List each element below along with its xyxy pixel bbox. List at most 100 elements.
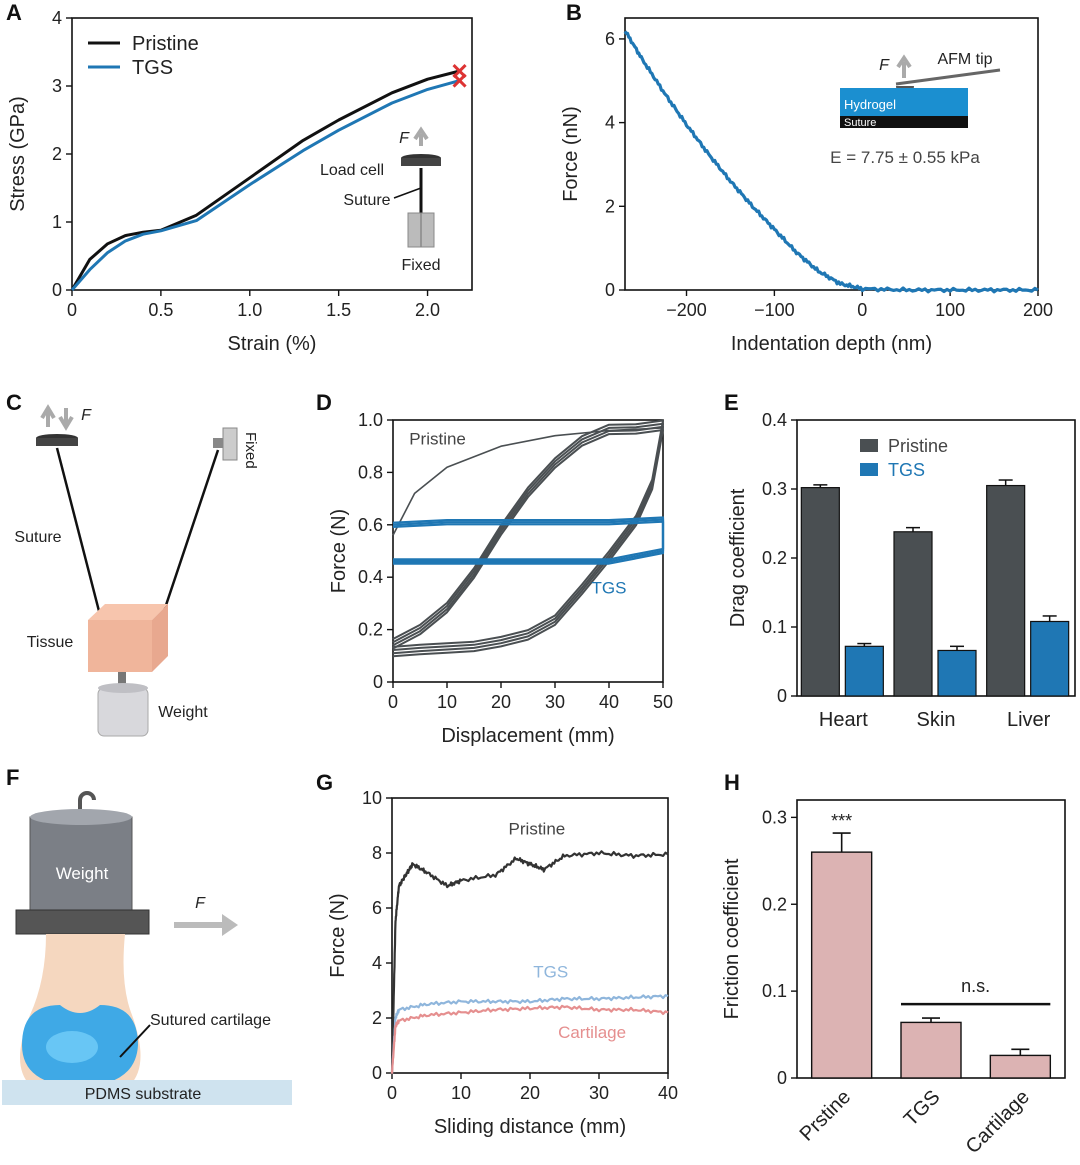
y-tick-label: 8 (372, 843, 382, 863)
panel-h: 0 0.1 0.2 0.3 Friction coefficient Prstine TGS… (721, 799, 1066, 1158)
panel-f: Weight F Sutured cartilage PDMS substrate (2, 791, 292, 1105)
x-tick-label: −200 (666, 300, 707, 320)
x-tick-label: 20 (520, 1083, 540, 1103)
x-tick-label: 20 (491, 692, 511, 712)
bar-pristine (800, 487, 840, 697)
y-tick-label: 2 (372, 1008, 382, 1028)
bar-prstine (810, 851, 873, 1079)
y-tick-label: 0 (777, 686, 787, 706)
weight-hook (118, 672, 126, 688)
panel-b: −200 −100 0 100 200 0 2 4 6 Indentation depth (nm… (560, 17, 1053, 355)
cartilage-highlight (46, 1031, 98, 1063)
up-arrow-icon (413, 126, 429, 146)
suture-layer-label: Suture (844, 117, 876, 129)
bar-tgs (844, 645, 884, 697)
bar-cartilage (989, 1054, 1052, 1079)
y-tick-label: 2 (605, 196, 615, 216)
legend-label-pristine: Pristine (132, 33, 199, 55)
x-tick-label: 0 (857, 300, 867, 320)
x-tick-label: Prstine (796, 1086, 856, 1146)
series-line-tgs (392, 516, 665, 561)
panel-label-a: A (6, 0, 22, 25)
y-tick-label: 0.6 (358, 515, 383, 535)
force-curve (623, 30, 1039, 294)
afm-tip-label: AFM tip (937, 51, 992, 68)
y-axis-label: Force (N) (327, 893, 349, 977)
x-tick-label: −100 (754, 300, 795, 320)
panel-label-d: D (316, 390, 332, 415)
y-axis-label: Stress (GPa) (7, 96, 29, 212)
y-tick-label: 0.3 (762, 479, 787, 499)
significance-marker: *** (831, 811, 852, 831)
panel-d: 0 10 20 30 40 50 0 0.2 0.4 0.6 0.8 1.0 Displacement … (328, 410, 673, 747)
y-tick-label: 0.4 (762, 410, 787, 430)
y-tick-label: 0.3 (762, 807, 787, 827)
panel-c: F Fixed Suture Tissue Weight (14, 404, 259, 737)
annotation-pristine: Pristine (409, 429, 466, 448)
y-tick-label: 6 (605, 29, 615, 49)
fixed-label: Fixed (401, 257, 440, 274)
tissue-side (152, 604, 168, 672)
x-tick-label: 0 (387, 1083, 397, 1103)
y-tick-label: 0 (777, 1068, 787, 1088)
legend-swatch-pristine (860, 439, 878, 452)
afm-cantilever (895, 68, 1001, 86)
suture-label: Suture (343, 192, 390, 209)
x-tick-label: 0 (388, 692, 398, 712)
weight-hook-icon (78, 791, 96, 817)
x-axis-label: Indentation depth (nm) (731, 333, 932, 355)
series-line-tgs (70, 79, 460, 291)
axes-frame (391, 797, 669, 1074)
y-tick-label: 2 (52, 144, 62, 164)
force-arrow-icon (174, 914, 238, 936)
annotation-pristine: Pristine (509, 819, 566, 838)
y-tick-label: 3 (52, 76, 62, 96)
ns-label: n.s. (961, 976, 990, 996)
force-label: F (81, 407, 92, 424)
pdms-substrate-label: PDMS substrate (85, 1086, 202, 1103)
panel-label-h: H (724, 770, 740, 795)
x-tick-label: 2.0 (415, 300, 440, 320)
x-tick-label: 30 (545, 692, 565, 712)
y-axis-label: Force (N) (328, 509, 350, 593)
y-tick-label: 6 (372, 898, 382, 918)
tissue-top (88, 604, 168, 620)
panel-label-f: F (6, 765, 20, 790)
tissue-label: Tissue (27, 634, 74, 651)
legend-label-tgs: TGS (132, 57, 173, 79)
x-tick-label: 0 (67, 300, 77, 320)
x-tick-label: 40 (599, 692, 619, 712)
force-label: F (195, 895, 206, 912)
bar-tgs (1030, 620, 1070, 697)
y-tick-label: 1.0 (358, 410, 383, 430)
weight-label: Weight (158, 704, 208, 721)
plate (15, 909, 150, 935)
y-axis-label: Force (nN) (560, 106, 582, 202)
axes-frame (624, 17, 1039, 291)
series-line-pristine (70, 69, 460, 291)
y-axis-label: Friction coefficient (721, 858, 743, 1019)
panel-a: 0 0.5 1.0 1.5 2.0 0 1 2 3 4 Strain (%) Stress (GPa)… (7, 8, 473, 355)
y-tick-label: 0.2 (762, 548, 787, 568)
y-axis-label: Drag coefficient (727, 488, 749, 627)
y-tick-label: 0.4 (358, 567, 383, 587)
y-tick-label: 0.1 (762, 981, 787, 1001)
modulus-label: E = 7.75 ± 0.55 kPa (830, 148, 980, 167)
down-arrow-icon (58, 408, 74, 431)
panel-label-g: G (316, 770, 334, 795)
suture-label: Suture (14, 529, 61, 546)
axes-frame (392, 419, 664, 683)
y-tick-label: 0.2 (762, 894, 787, 914)
x-tick-label: 200 (1023, 300, 1053, 320)
y-tick-label: 4 (372, 953, 382, 973)
y-tick-label: 0.1 (762, 617, 787, 637)
weight-top (98, 683, 148, 693)
hydrogel-layer (840, 88, 968, 116)
x-tick-label: 1.5 (326, 300, 351, 320)
fixed-clamp-pin (213, 438, 223, 448)
up-arrow-icon (896, 54, 912, 78)
y-tick-label: 0.2 (358, 620, 383, 640)
legend-label-tgs: TGS (888, 460, 925, 480)
x-tick-label: 100 (935, 300, 965, 320)
x-tick-label: Cartilage (962, 1086, 1034, 1158)
